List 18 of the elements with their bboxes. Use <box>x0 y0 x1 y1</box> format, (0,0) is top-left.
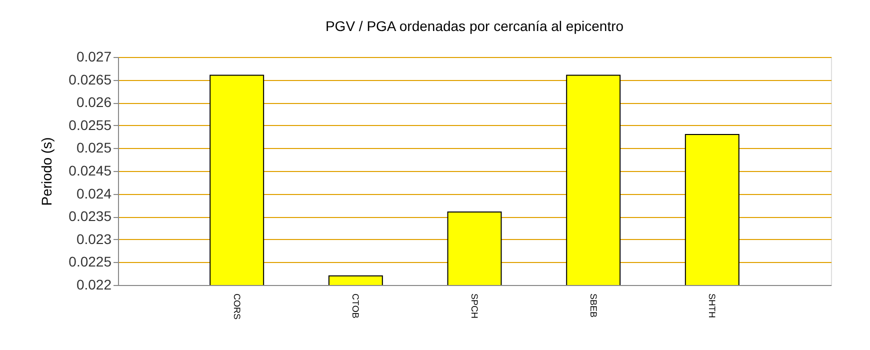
chart-title: PGV / PGA ordenadas por cercanía al epicentro <box>325 18 624 34</box>
x-tick-label: SBEB <box>588 294 598 318</box>
y-tick-label: 0.0265 <box>68 71 112 88</box>
y-tick-label: 0.025 <box>76 140 112 156</box>
y-tick-label: 0.0245 <box>68 162 112 178</box>
y-tick-label: 0.0225 <box>68 254 112 270</box>
y-tick-label: 0.0235 <box>68 208 112 224</box>
y-tick-label: 0.024 <box>76 185 112 202</box>
x-tick-label: SHTH <box>707 294 718 318</box>
y-tick-label: 0.027 <box>76 48 112 64</box>
x-tick-label: CORS <box>232 294 242 320</box>
y-axis-title: Periodo (s) <box>38 137 55 206</box>
y-tick-label: 0.023 <box>76 230 112 247</box>
y-tick-label: 0.0255 <box>68 116 112 133</box>
x-tick-label: CTOB <box>350 294 361 318</box>
y-tick-label: 0.026 <box>76 94 112 110</box>
x-tick-label: SPCH <box>470 294 480 319</box>
y-tick-label: 0.022 <box>76 276 112 292</box>
